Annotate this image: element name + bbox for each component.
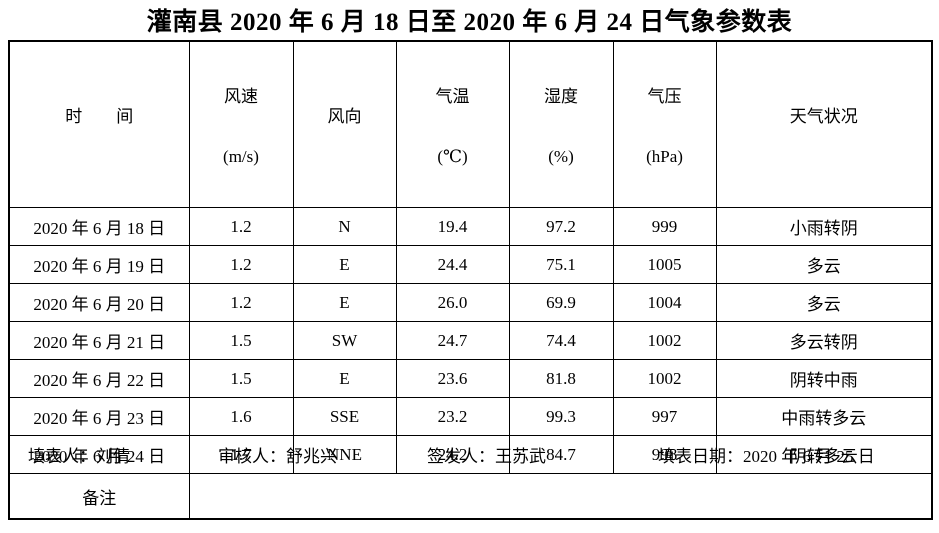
temperature-cell: 24.4 (395, 245, 510, 284)
header-humidity-label: 湿度 (544, 87, 578, 106)
signature-footer: 填表人：刘倩 审核人：舒兆兴 签发人：王苏武 填表日期：2020 年 6 月 2… (0, 433, 939, 472)
footer-issuer: 签发人：王苏武 (427, 447, 546, 466)
page-title: 灌南县 2020 年 6 月 18 日至 2020 年 6 月 24 日气象参数… (146, 9, 793, 36)
header-time: 时 间 (8, 40, 190, 208)
humidity-cell: 69.9 (508, 283, 614, 322)
remarks-label: 备注 (8, 473, 190, 520)
date-cell: 2020 年 6 月 19 日 (8, 245, 190, 284)
header-wind-direction: 风向 (292, 40, 397, 208)
table-row: 2020 年 6 月 21 日 1.5 SW 24.7 74.4 1002 多云… (8, 321, 933, 360)
date-cell: 2020 年 6 月 22 日 (8, 359, 190, 398)
temperature-cell: 19.4 (395, 207, 510, 246)
temperature-cell: 24.2 (395, 435, 510, 474)
temperature-cell: 26.0 (395, 283, 510, 322)
pressure-cell: 999 (612, 207, 717, 246)
table-row: 2020 年 6 月 24 日 1.7 NNE 24.2 84.7 998 阴转… (8, 435, 933, 474)
pressure-cell: 1005 (612, 245, 717, 284)
header-weather: 天气状况 (715, 40, 933, 208)
table-header-row: 时 间 风速 (m/s) 风向 气温 (℃) 湿度 (%) 气压 (hPa) (8, 40, 933, 208)
table-row: 2020 年 6 月 22 日 1.5 E 23.6 81.8 1002 阴转中… (8, 359, 933, 398)
humidity-cell: 97.2 (508, 207, 614, 246)
wind-speed-cell: 1.5 (188, 321, 294, 360)
weather-cell: 多云 (715, 283, 933, 322)
wind-direction-cell: E (292, 359, 397, 398)
header-wind-speed-unit: (m/s) (223, 147, 259, 166)
wind-direction-cell: E (292, 245, 397, 284)
header-pressure-unit: (hPa) (646, 147, 683, 166)
date-cell: 2020 年 6 月 18 日 (8, 207, 190, 246)
temperature-cell: 23.6 (395, 359, 510, 398)
date-cell: 2020 年 6 月 23 日 (8, 397, 190, 436)
temperature-cell: 23.2 (395, 397, 510, 436)
table-row: 2020 年 6 月 19 日 1.2 E 24.4 75.1 1005 多云 (8, 245, 933, 284)
table-row: 2020 年 6 月 18 日 1.2 N 19.4 97.2 999 小雨转阴 (8, 207, 933, 246)
pressure-cell: 997 (612, 397, 717, 436)
weather-cell: 中雨转多云 (715, 397, 933, 436)
header-temperature-unit: (℃) (437, 147, 468, 166)
wind-direction-cell: E (292, 283, 397, 322)
header-time-label: 时 间 (65, 107, 134, 126)
weather-cell: 多云 (715, 245, 933, 284)
date-cell: 2020 年 6 月 21 日 (8, 321, 190, 360)
pressure-cell: 1004 (612, 283, 717, 322)
header-wind-speed-label: 风速 (224, 87, 258, 106)
remarks-row: 备注 (8, 473, 933, 520)
wind-speed-cell: 1.2 (188, 245, 294, 284)
wind-speed-cell: 1.2 (188, 283, 294, 322)
table-row: 2020 年 6 月 20 日 1.2 E 26.0 69.9 1004 多云 (8, 283, 933, 322)
weather-cell: 多云转阴 (715, 321, 933, 360)
humidity-cell: 99.3 (508, 397, 614, 436)
header-humidity: 湿度 (%) (508, 40, 614, 208)
footer-date: 填表日期：2020 年 6 月 25 日 (658, 447, 875, 466)
wind-direction-cell: SW (292, 321, 397, 360)
wind-direction-cell: N (292, 207, 397, 246)
header-pressure-label: 气压 (647, 87, 682, 106)
temperature-cell: 24.7 (395, 321, 510, 360)
remarks-value (188, 473, 933, 520)
wind-direction-cell: SSE (292, 397, 397, 436)
wind-speed-cell: 1.5 (188, 359, 294, 398)
header-temperature: 气温 (℃) (395, 40, 510, 208)
humidity-cell: 75.1 (508, 245, 614, 284)
date-cell: 2020 年 6 月 20 日 (8, 283, 190, 322)
wind-speed-cell: 1.6 (188, 397, 294, 436)
weather-cell: 阴转多云 (715, 435, 933, 474)
footer-reviewer: 审核人：舒兆兴 (218, 447, 337, 466)
table-row: 2020 年 6 月 23 日 1.6 SSE 23.2 99.3 997 中雨… (8, 397, 933, 436)
pressure-cell: 1002 (612, 321, 717, 360)
header-humidity-unit: (%) (548, 147, 574, 166)
header-wind-direction-label: 风向 (327, 107, 362, 126)
pressure-cell: 1002 (612, 359, 717, 398)
weather-cell: 小雨转阴 (715, 207, 933, 246)
header-weather-label: 天气状况 (789, 107, 858, 126)
wind-speed-cell: 1.2 (188, 207, 294, 246)
weather-cell: 阴转中雨 (715, 359, 933, 398)
humidity-cell: 74.4 (508, 321, 614, 360)
humidity-cell: 81.8 (508, 359, 614, 398)
header-temperature-label: 气温 (435, 87, 470, 106)
header-pressure: 气压 (hPa) (612, 40, 717, 208)
header-wind-speed: 风速 (m/s) (188, 40, 294, 208)
footer-filler: 填表人：刘倩 (28, 447, 130, 466)
